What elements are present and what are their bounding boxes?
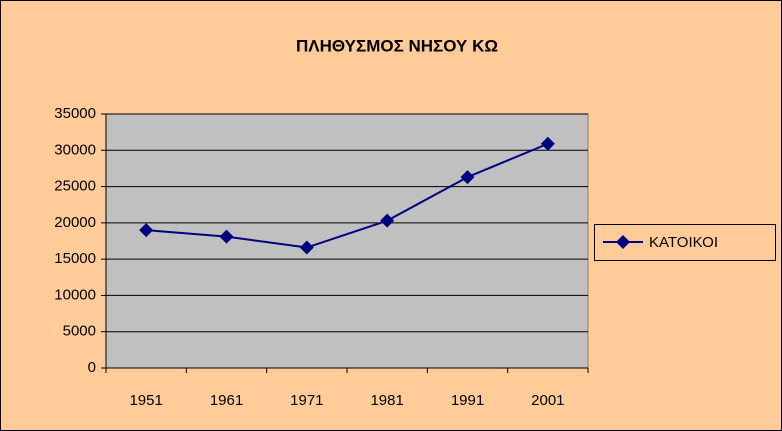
plot-area — [105, 113, 589, 369]
x-tick-label: 1961 — [210, 392, 243, 409]
y-tick-label: 20000 — [54, 214, 96, 231]
data-point — [460, 170, 475, 185]
y-tick-label: 35000 — [54, 105, 96, 122]
data-point — [540, 136, 555, 151]
data-point — [139, 223, 154, 238]
x-tick-label: 1951 — [129, 392, 162, 409]
x-tick-label: 2001 — [531, 392, 564, 409]
data-point — [380, 213, 395, 228]
y-tick-label: 5000 — [63, 323, 96, 340]
x-tick-label: 1971 — [290, 392, 323, 409]
data-line — [146, 142, 549, 249]
legend-marker — [616, 235, 630, 249]
data-point — [299, 240, 314, 255]
y-tick-label: 10000 — [54, 286, 96, 303]
x-tick-label: 1991 — [451, 392, 484, 409]
y-tick-label: 25000 — [54, 178, 96, 195]
legend-label: ΚΑΤΟΙΚΟΙ — [649, 234, 718, 251]
data-point — [219, 229, 234, 244]
legend-box — [594, 224, 776, 261]
y-tick-label: 30000 — [54, 141, 96, 158]
chart-title: ΠΛΗΘΥΣΜΟΣ ΝΗΣΟΥ ΚΩ — [296, 36, 498, 55]
y-tick-label: 15000 — [54, 250, 96, 267]
y-tick-label: 0 — [88, 359, 96, 376]
x-tick-label: 1981 — [370, 392, 403, 409]
